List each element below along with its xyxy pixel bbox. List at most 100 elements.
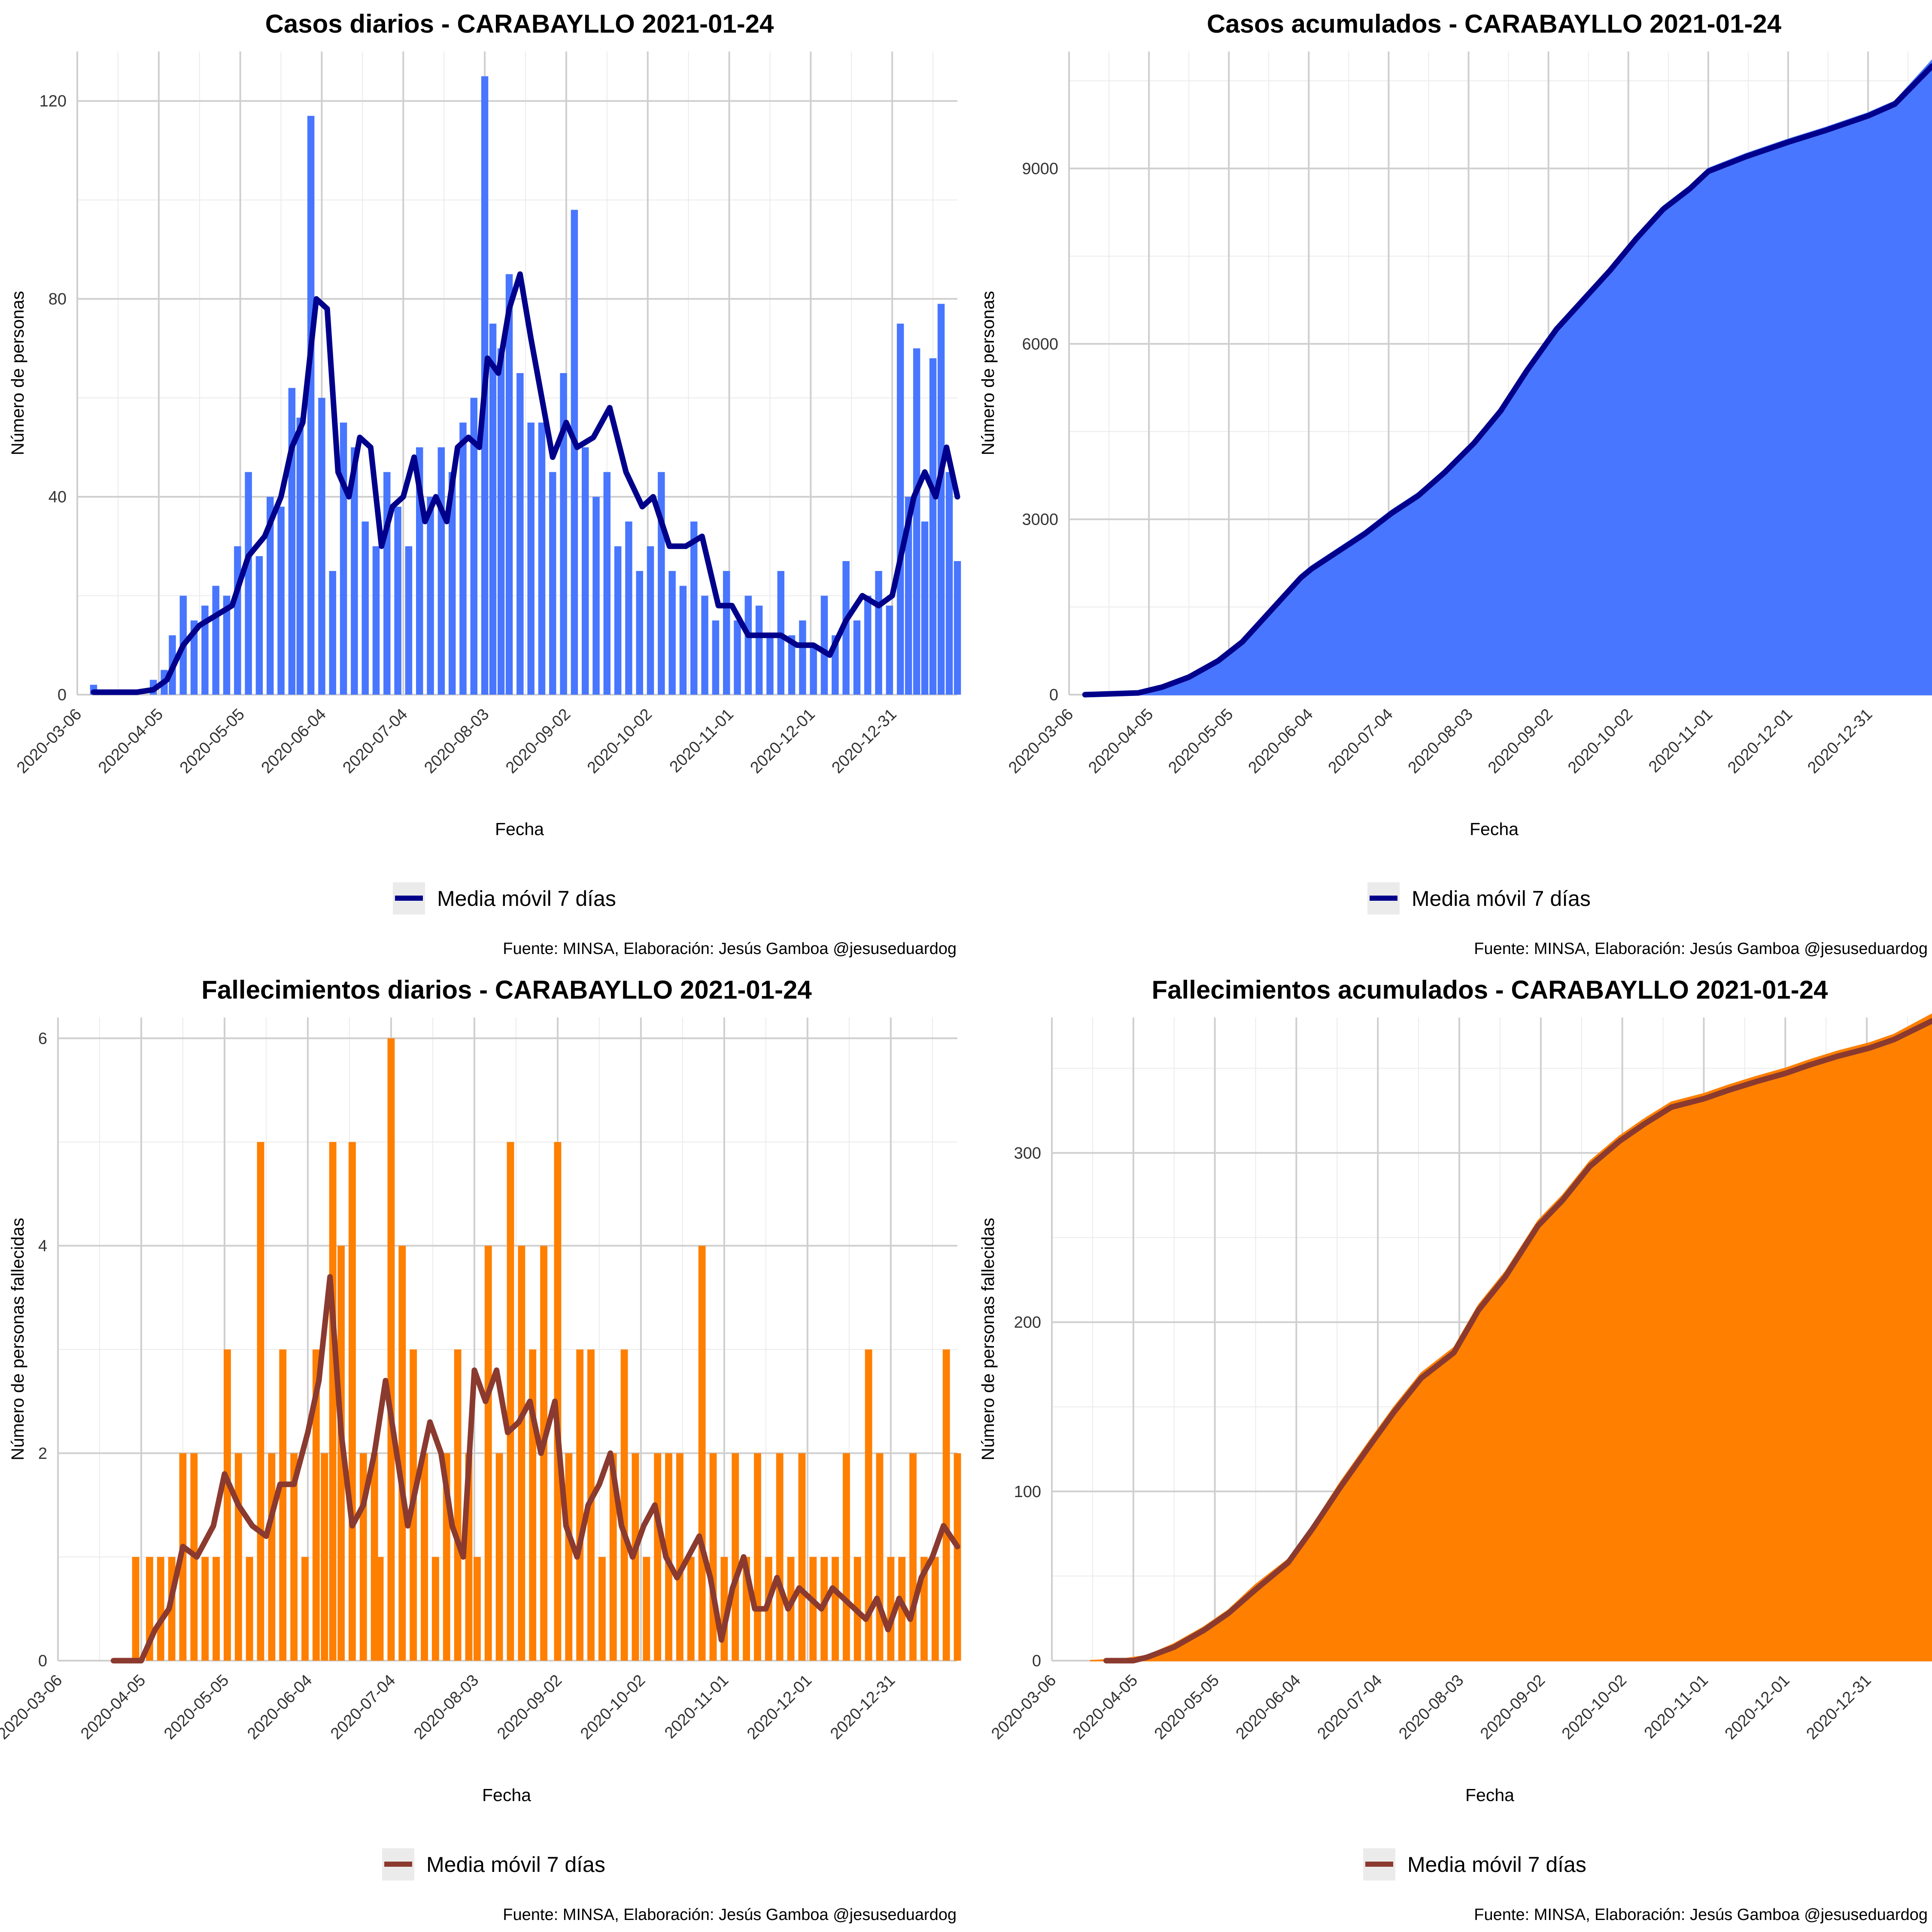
y-tick-label: 0 xyxy=(38,1652,47,1670)
bar xyxy=(929,358,937,695)
bar xyxy=(576,1349,584,1661)
bar xyxy=(321,1453,328,1661)
y-tick-label: 6 xyxy=(38,1030,47,1048)
moving-average-path xyxy=(1082,63,1932,698)
bar xyxy=(470,398,477,695)
x-tick-label: 2020-12-31 xyxy=(827,1671,899,1743)
bar xyxy=(398,1245,406,1661)
bar xyxy=(301,1557,309,1661)
bar xyxy=(712,620,720,695)
x-tick-label: 2020-05-05 xyxy=(176,705,248,777)
bar xyxy=(809,1557,817,1661)
bar xyxy=(527,422,535,695)
x-tick-label: 2020-08-03 xyxy=(1405,705,1476,777)
y-axis-label: Número de personas fallecidas xyxy=(978,1218,998,1460)
bar xyxy=(734,620,741,695)
y-tick-label: 120 xyxy=(39,92,67,110)
y-tick-label: 200 xyxy=(1014,1314,1041,1332)
x-tick-label: 2020-08-03 xyxy=(421,705,492,777)
bar xyxy=(383,472,391,695)
legend-label: Media móvil 7 días xyxy=(437,887,616,911)
x-tick-label: 2020-07-04 xyxy=(327,1671,399,1743)
bar xyxy=(431,1557,439,1661)
bar xyxy=(190,620,198,695)
bar xyxy=(937,304,945,695)
bar xyxy=(942,1349,950,1661)
bar xyxy=(625,521,632,695)
chart-title: Casos acumulados - CARABAYLLO 2021-01-24 xyxy=(1207,9,1782,38)
bar xyxy=(213,1557,220,1661)
bar xyxy=(865,1349,872,1661)
y-axis-label: Número de personas fallecidas xyxy=(8,1218,27,1460)
x-tick-label: 2020-05-05 xyxy=(1151,1671,1223,1743)
bar xyxy=(437,447,445,695)
x-tick-label: 2020-03-06 xyxy=(988,1671,1060,1743)
moving-average-line xyxy=(110,1274,960,1664)
bar xyxy=(549,472,556,695)
x-tick-label: 2020-10-02 xyxy=(577,1671,649,1743)
bar xyxy=(421,1453,428,1661)
bar xyxy=(484,1245,492,1661)
x-tick-label: 2020-11-01 xyxy=(1641,1671,1712,1742)
bar xyxy=(620,1349,628,1661)
bar xyxy=(709,1453,717,1661)
x-tick-label: 2020-10-02 xyxy=(1558,1671,1630,1743)
x-tick-label: 2020-03-06 xyxy=(13,705,85,777)
bar xyxy=(245,472,252,695)
chart-svg: Fallecimientos acumulados - CARABAYLLO 2… xyxy=(978,975,1932,1924)
moving-average-path xyxy=(110,1274,960,1664)
bar xyxy=(701,595,708,695)
x-tick-label: 2020-06-04 xyxy=(244,1671,316,1743)
bar xyxy=(288,388,296,695)
x-tick-label: 2020-06-04 xyxy=(258,705,330,777)
x-tick-label: 2020-11-01 xyxy=(666,705,737,776)
bar xyxy=(318,398,325,695)
bar xyxy=(371,1453,378,1661)
bar xyxy=(448,472,456,695)
bar xyxy=(668,571,676,695)
x-tick-label: 2020-06-04 xyxy=(1245,705,1317,777)
bar xyxy=(529,1349,537,1661)
caption: Fuente: MINSA, Elaboración: Jesús Gamboa… xyxy=(1474,940,1928,958)
x-axis-label: Fecha xyxy=(495,819,544,839)
bar xyxy=(267,497,274,695)
chart-svg: Casos diarios - CARABAYLLO 2021-01-24 0 4… xyxy=(8,9,961,958)
x-tick-label: 2020-12-01 xyxy=(744,1671,815,1743)
bar xyxy=(224,1349,231,1661)
x-tick-label: 2020-12-01 xyxy=(747,705,819,777)
bar xyxy=(864,595,872,695)
y-tick-label: 2 xyxy=(38,1445,47,1463)
chart-casos-acumulados: Casos acumulados - CARABAYLLO 2021-01-24… xyxy=(966,0,1932,966)
bar xyxy=(755,605,763,695)
caption: Fuente: MINSA, Elaboración: Jesús Gamboa… xyxy=(1474,1906,1928,1924)
y-tick-label: 4 xyxy=(38,1237,47,1255)
legend-label: Media móvil 7 días xyxy=(426,1853,605,1877)
bar xyxy=(497,348,505,695)
y-axis-label: Número de personas xyxy=(978,291,998,456)
caption: Fuente: MINSA, Elaboración: Jesús Gamboa… xyxy=(503,1906,957,1924)
bar xyxy=(507,1142,514,1661)
bar xyxy=(766,635,774,695)
bar xyxy=(647,546,654,695)
x-tick-label: 2020-05-05 xyxy=(161,1671,232,1743)
x-tick-label: 2020-12-31 xyxy=(1804,705,1876,777)
bar xyxy=(913,348,920,695)
bar xyxy=(255,556,263,695)
bar xyxy=(459,422,467,695)
bar xyxy=(909,1453,917,1661)
legend: Media móvil 7 días xyxy=(393,882,616,914)
x-tick-label: 2020-07-04 xyxy=(1325,705,1397,777)
bar xyxy=(296,417,304,695)
bar xyxy=(516,373,524,695)
y-tick-label: 40 xyxy=(49,488,67,506)
bar xyxy=(571,210,578,695)
y-tick-label: 0 xyxy=(58,686,67,704)
bar xyxy=(518,1245,526,1661)
bar xyxy=(609,1453,617,1661)
bar xyxy=(954,561,961,695)
bar xyxy=(223,595,231,695)
y-tick-labels: 0 3000 6000 9000 xyxy=(1022,160,1058,704)
chart-title: Casos diarios - CARABAYLLO 2021-01-24 xyxy=(265,9,774,38)
bar xyxy=(268,1453,276,1661)
bar xyxy=(931,1557,939,1661)
